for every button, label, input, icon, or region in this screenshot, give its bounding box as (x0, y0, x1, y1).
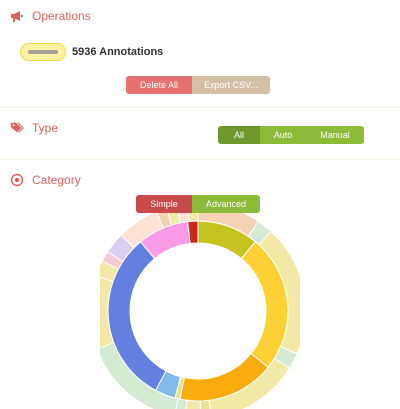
type-header: Type (10, 121, 58, 135)
type-title: Type (32, 121, 59, 135)
category-title: Category (32, 173, 81, 187)
section-divider (0, 159, 400, 160)
type-all-toggle[interactable]: All (218, 126, 260, 144)
operations-title: Operations (32, 9, 91, 23)
category-sunburst-chart (100, 213, 300, 409)
operations-header: Operations (10, 9, 91, 23)
category-advanced-toggle[interactable]: Advanced (192, 195, 260, 213)
outer-ring-segment[interactable] (208, 357, 291, 409)
category-simple-toggle[interactable]: Simple (136, 195, 192, 213)
annotation-pill-icon (20, 43, 66, 61)
megaphone-icon (10, 9, 24, 23)
annotation-count: 5936 Annotations (72, 46, 164, 58)
export-csv-button[interactable]: Export CSV... (192, 76, 270, 94)
annotation-summary: 5936 Annotations (20, 43, 163, 61)
outer-ring-segment[interactable] (187, 213, 199, 222)
delete-all-button[interactable]: Delete All (126, 76, 192, 94)
tag-icon (10, 121, 24, 135)
section-divider (0, 107, 400, 108)
type-auto-toggle[interactable]: Auto (260, 126, 306, 144)
outer-ring-segment[interactable] (199, 399, 211, 409)
category-header: Category (10, 173, 81, 187)
target-icon (10, 173, 24, 187)
type-manual-toggle[interactable]: Manual (306, 126, 364, 144)
